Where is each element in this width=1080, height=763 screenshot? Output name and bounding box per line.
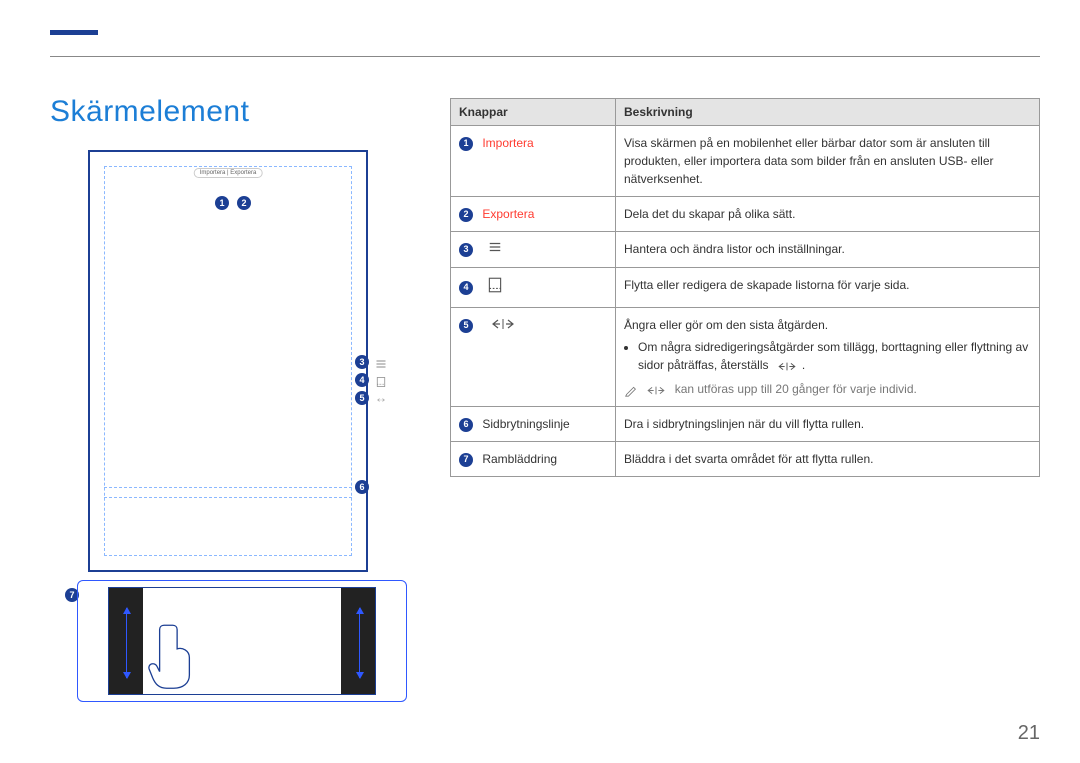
callout-3: 3: [355, 355, 369, 369]
menu-icon: [486, 240, 504, 254]
buttons-table: Knappar Beskrivning 1 Importera Visa skä…: [450, 98, 1040, 477]
row-desc: Ångra eller gör om den sista åtgärden. O…: [616, 308, 1040, 407]
row-desc: Hantera och ändra listor och inställning…: [616, 232, 1040, 268]
side-icons: [375, 355, 400, 409]
callout-1: 1: [215, 196, 229, 210]
row-num: 4: [459, 281, 473, 295]
row-desc: Dra i sidbrytningslinjen när du vill fly…: [616, 407, 1040, 442]
row-num: 2: [459, 208, 473, 222]
page-icon: [375, 376, 387, 388]
table-row: 5 Ångra eller gör om den sista åtgärden.…: [451, 308, 1040, 407]
scroll-arrow-left: [126, 608, 127, 678]
undo-redo-icon: [486, 317, 520, 331]
screen-illustration: Importera | Exportera 1 2 3 4 5 6 7: [65, 150, 405, 720]
row-label: Exportera: [482, 207, 534, 221]
callout-5: 5: [355, 391, 369, 405]
table-row: 3 Hantera och ändra listor och inställni…: [451, 232, 1040, 268]
row-label: Importera: [482, 136, 533, 150]
table-row: 6 Sidbrytningslinje Dra i sidbrytningsli…: [451, 407, 1040, 442]
menu-icon: [375, 358, 387, 370]
row-num: 3: [459, 243, 473, 257]
import-export-pill: Importera | Exportera: [194, 168, 263, 178]
device-frame: Importera | Exportera: [88, 150, 368, 572]
th-description: Beskrivning: [616, 99, 1040, 126]
row-num: 5: [459, 319, 473, 333]
page-icon: [486, 276, 504, 294]
row-num: 1: [459, 137, 473, 151]
row-num: 6: [459, 418, 473, 432]
chapter-bar: [50, 30, 98, 35]
top-divider: [50, 56, 1040, 57]
callout-6: 6: [355, 480, 369, 494]
page-break-line: [104, 487, 352, 488]
row-label: Rambläddring: [482, 452, 557, 466]
table-row: 2 Exportera Dela det du skapar på olika …: [451, 197, 1040, 232]
table-row: 7 Rambläddring Bläddra i det svarta områ…: [451, 442, 1040, 477]
row-label: Sidbrytningslinje: [482, 417, 569, 431]
row-desc: Visa skärmen på en mobilenhet eller bärb…: [616, 126, 1040, 197]
table-row: 4 Flytta eller redigera de skapade listo…: [451, 268, 1040, 308]
scroll-arrow-right: [359, 608, 360, 678]
pen-note-icon: [624, 383, 638, 397]
undo-redo-icon: [641, 385, 671, 396]
page-number: 21: [1018, 722, 1040, 745]
row-num: 7: [459, 453, 473, 467]
scroll-detail-inner: [108, 587, 376, 695]
page-title: Skärmelement: [50, 95, 249, 129]
scroll-detail-frame: [77, 580, 407, 702]
th-buttons: Knappar: [451, 99, 616, 126]
callout-4: 4: [355, 373, 369, 387]
page-break-line-2: [104, 497, 352, 498]
callout-2: 2: [237, 196, 251, 210]
undo-redo-icon: [375, 394, 387, 406]
row-desc: Dela det du skapar på olika sätt.: [616, 197, 1040, 232]
row-desc: Bläddra i det svarta området för att fly…: [616, 442, 1040, 477]
row-desc: Flytta eller redigera de skapade listorn…: [616, 268, 1040, 308]
finger-icon: [147, 620, 202, 690]
table-row: 1 Importera Visa skärmen på en mobilenhe…: [451, 126, 1040, 197]
undo-redo-icon: [772, 361, 802, 372]
